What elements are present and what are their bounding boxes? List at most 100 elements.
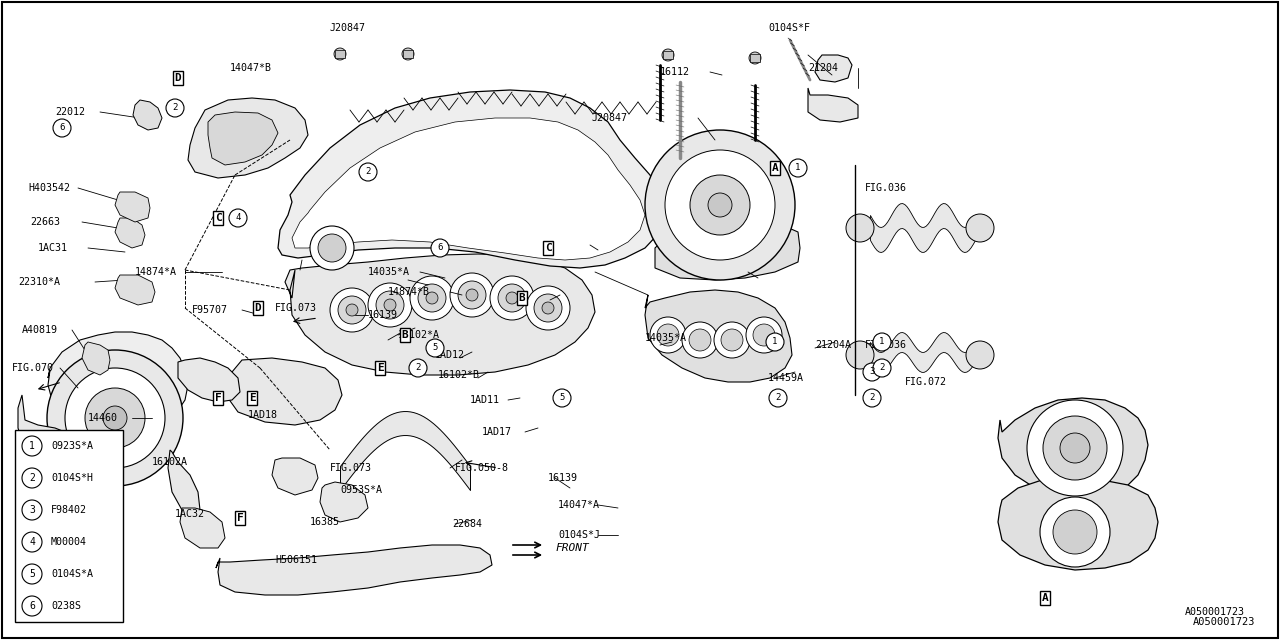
Text: 14874*A: 14874*A [134, 267, 177, 277]
Circle shape [690, 175, 750, 235]
Polygon shape [645, 290, 792, 382]
Circle shape [863, 389, 881, 407]
Text: 6: 6 [438, 243, 443, 253]
Text: 5: 5 [433, 344, 438, 353]
Text: 21204A: 21204A [815, 340, 851, 350]
Text: 0953S*A: 0953S*A [340, 485, 381, 495]
Text: 1: 1 [795, 163, 801, 173]
Polygon shape [115, 218, 145, 248]
Circle shape [376, 291, 404, 319]
Circle shape [338, 296, 366, 324]
Circle shape [526, 286, 570, 330]
Text: 22012: 22012 [55, 107, 84, 117]
Circle shape [506, 292, 518, 304]
Text: FIG.070: FIG.070 [12, 363, 54, 373]
Circle shape [358, 163, 378, 181]
Text: 2: 2 [776, 394, 781, 403]
Circle shape [310, 226, 355, 270]
Text: A: A [772, 163, 778, 173]
Circle shape [451, 273, 494, 317]
Polygon shape [320, 482, 369, 522]
Text: 14874*B: 14874*B [388, 287, 430, 297]
Polygon shape [216, 545, 492, 595]
Circle shape [650, 317, 686, 353]
Polygon shape [335, 50, 346, 58]
Circle shape [1027, 400, 1123, 496]
Text: 16112: 16112 [660, 67, 690, 77]
Text: F: F [215, 393, 221, 403]
Text: 16102*B: 16102*B [438, 370, 480, 380]
Text: F98402: F98402 [51, 505, 87, 515]
Polygon shape [663, 51, 673, 59]
Circle shape [534, 294, 562, 322]
Text: FIG.072: FIG.072 [905, 377, 947, 387]
Circle shape [102, 406, 127, 430]
Text: 1AD17: 1AD17 [483, 427, 512, 437]
Circle shape [708, 193, 732, 217]
Circle shape [846, 214, 874, 242]
Circle shape [431, 239, 449, 257]
Circle shape [714, 322, 750, 358]
Text: 3: 3 [29, 505, 35, 515]
Circle shape [1043, 416, 1107, 480]
Polygon shape [998, 398, 1148, 498]
Text: 21204: 21204 [808, 63, 838, 73]
Text: 14035*A: 14035*A [645, 333, 687, 343]
Polygon shape [228, 358, 342, 425]
Text: F: F [237, 513, 243, 523]
Polygon shape [808, 88, 858, 122]
Text: 2: 2 [365, 168, 371, 177]
Text: 0238S: 0238S [51, 601, 81, 611]
Circle shape [966, 214, 995, 242]
Text: 1: 1 [29, 441, 35, 451]
Circle shape [22, 564, 42, 584]
Circle shape [753, 324, 774, 346]
Polygon shape [115, 275, 155, 305]
Text: A050001723: A050001723 [1193, 617, 1254, 627]
Text: A40819: A40819 [22, 325, 58, 335]
Bar [15, 430, 123, 622]
Circle shape [873, 333, 891, 351]
Text: 22684: 22684 [452, 519, 483, 529]
Circle shape [369, 283, 412, 327]
Text: D: D [174, 73, 182, 83]
Text: 1AD12: 1AD12 [435, 350, 465, 360]
Text: 1AC32: 1AC32 [175, 509, 205, 519]
Polygon shape [403, 50, 413, 58]
Circle shape [419, 284, 445, 312]
Text: E: E [248, 393, 256, 403]
Polygon shape [188, 98, 308, 178]
Text: 3: 3 [869, 367, 874, 376]
Text: 14047*A: 14047*A [558, 500, 600, 510]
Text: 16385: 16385 [310, 517, 340, 527]
Circle shape [490, 276, 534, 320]
Text: 2: 2 [879, 364, 884, 372]
Text: 16102*A: 16102*A [398, 330, 440, 340]
Circle shape [541, 302, 554, 314]
Text: 22663: 22663 [29, 217, 60, 227]
Circle shape [966, 341, 995, 369]
Text: J20847: J20847 [591, 113, 628, 123]
Circle shape [846, 341, 874, 369]
Text: 0104S*F: 0104S*F [768, 23, 810, 33]
Circle shape [22, 596, 42, 616]
Circle shape [788, 159, 806, 177]
Circle shape [746, 317, 782, 353]
Text: B: B [518, 293, 525, 303]
Circle shape [873, 359, 891, 377]
Text: M00004: M00004 [51, 537, 87, 547]
Polygon shape [815, 55, 852, 82]
Circle shape [384, 299, 396, 311]
Circle shape [657, 324, 678, 346]
Circle shape [22, 436, 42, 456]
Polygon shape [207, 112, 278, 165]
Text: E: E [376, 363, 384, 373]
Circle shape [553, 389, 571, 407]
Circle shape [721, 329, 742, 351]
Polygon shape [115, 192, 150, 222]
Text: 2: 2 [173, 104, 178, 113]
Polygon shape [655, 220, 800, 280]
Circle shape [22, 468, 42, 488]
Circle shape [410, 276, 454, 320]
Text: J20847: J20847 [330, 23, 366, 33]
